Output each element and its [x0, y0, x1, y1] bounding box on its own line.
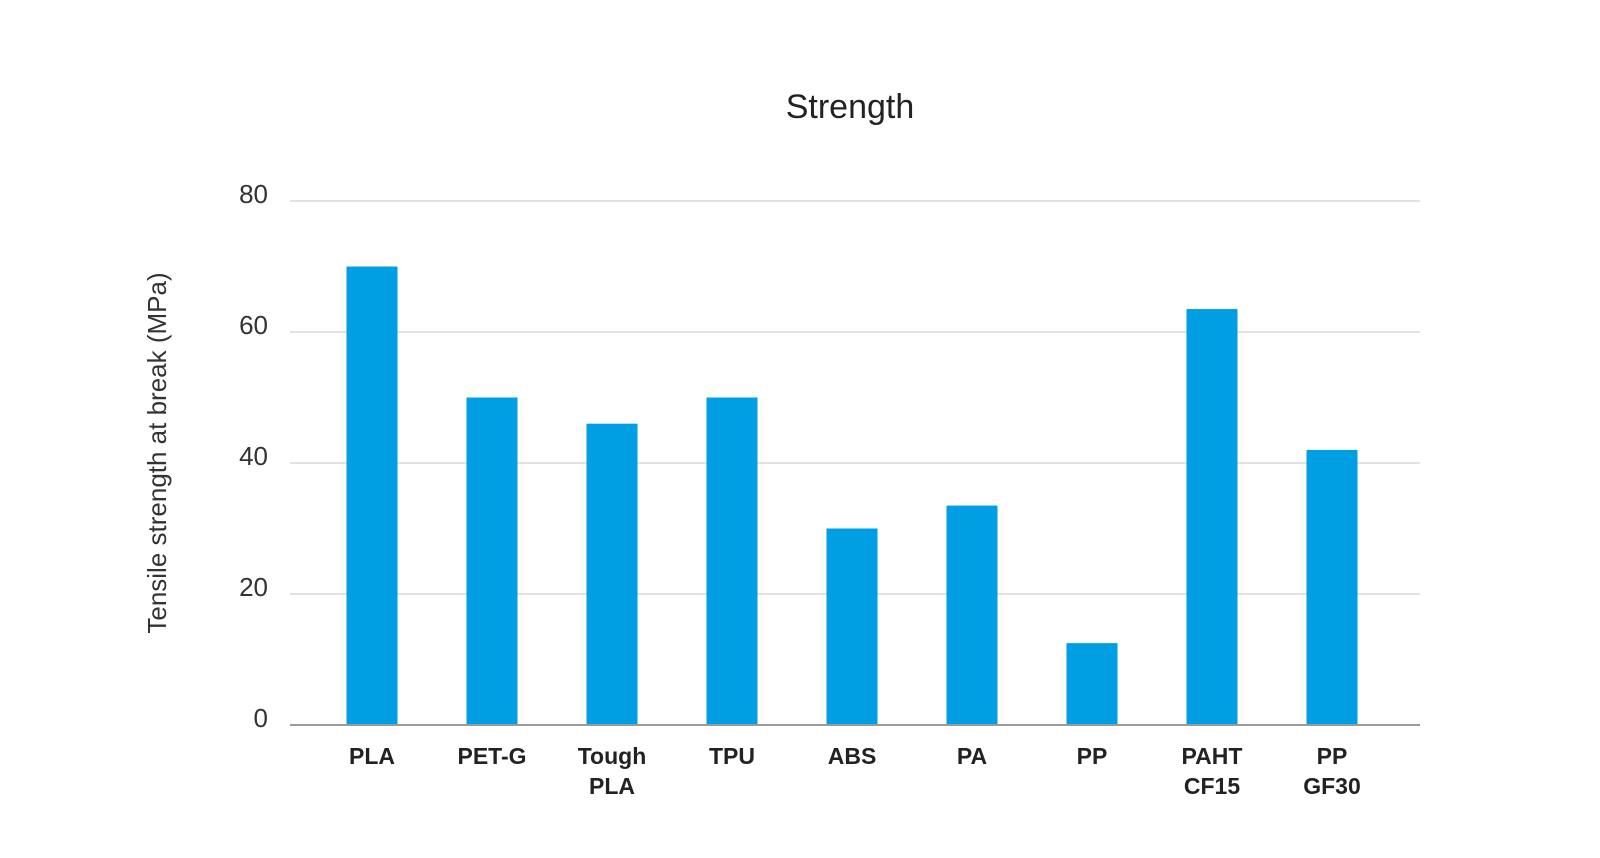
x-tick-label: PET-G: [457, 743, 526, 769]
y-tick-label: 20: [239, 572, 268, 602]
y-tick-label: 60: [239, 310, 268, 340]
bar: [1186, 309, 1238, 725]
x-tick-label: PLA: [349, 743, 395, 769]
bar: [586, 423, 638, 725]
x-tick-label: PP GF30: [1303, 743, 1361, 799]
x-tick-label: PA: [957, 743, 987, 769]
x-tick-label: PAHT CF15: [1182, 743, 1243, 799]
y-axis-ticks: 0 20 40 60 80: [239, 179, 268, 733]
bar: [826, 528, 878, 725]
y-tick-label: 40: [239, 441, 268, 471]
bar: [1066, 643, 1118, 725]
x-tick-label: Tough PLA: [578, 743, 647, 799]
chart-title: Strength: [786, 88, 915, 126]
x-axis-labels: PLA PET-G Tough PLA TPU ABS PA PP PAHT CF15 PP GF30: [349, 743, 1361, 799]
x-tick-label: TPU: [709, 743, 755, 769]
bars: [346, 266, 1358, 725]
bar: [466, 397, 518, 725]
x-tick-label: ABS: [828, 743, 877, 769]
y-tick-label: 80: [239, 179, 268, 209]
y-axis-label: Tensile strength at break (MPa): [142, 272, 172, 633]
bar: [346, 266, 398, 725]
bar: [946, 505, 998, 725]
bar: [706, 397, 758, 725]
bar: [1306, 449, 1358, 725]
y-tick-label: 0: [254, 703, 268, 733]
x-tick-label: PP: [1077, 743, 1108, 769]
